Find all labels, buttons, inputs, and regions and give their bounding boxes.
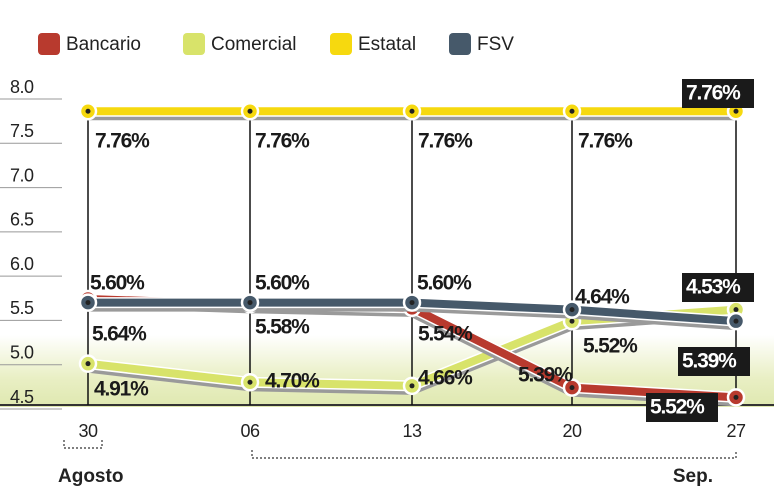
x-tick-label: 06 (240, 421, 260, 441)
y-tick-label: 5.0 (10, 342, 34, 362)
data-label: 7.76% (686, 82, 741, 105)
point-center (569, 307, 575, 313)
legend-label: FSV (477, 34, 514, 55)
data-label: 5.64% (92, 323, 147, 346)
point-center (409, 300, 415, 306)
data-label: 5.58% (255, 316, 310, 339)
point-center (409, 108, 415, 114)
label-box (646, 393, 718, 422)
legend-swatch (183, 33, 205, 55)
data-label: 4.66% (418, 367, 473, 390)
label-box (682, 273, 754, 302)
y-tick-label: 5.5 (10, 298, 34, 318)
point-center (247, 379, 253, 385)
point-center (247, 300, 253, 306)
data-label: 5.39% (518, 364, 573, 387)
point-center (569, 385, 575, 391)
data-label: 5.54% (418, 323, 473, 346)
x-group-label: Agosto (58, 466, 123, 486)
data-label: 5.52% (583, 335, 638, 358)
data-label: 7.76% (578, 130, 633, 153)
point-center (85, 108, 91, 114)
data-label: 4.70% (265, 370, 320, 393)
legend-label: Estatal (358, 34, 416, 55)
data-label: 7.76% (418, 130, 473, 153)
point-center (569, 318, 575, 324)
point-center (569, 108, 575, 114)
data-label: 5.60% (90, 272, 145, 295)
y-tick-label: 8.0 (10, 77, 34, 97)
legend-swatch (449, 33, 471, 55)
point-center (85, 361, 91, 367)
data-label: 4.91% (94, 378, 149, 401)
label-box (678, 347, 750, 376)
x-tick-label: 20 (562, 421, 582, 441)
label-box (682, 79, 754, 108)
data-label: 4.53% (686, 276, 741, 299)
x-tick-label: 27 (726, 421, 746, 441)
data-label: 7.76% (95, 130, 150, 153)
data-label: 5.60% (255, 272, 310, 295)
legend: Bancario Comercial Estatal FSV (38, 33, 514, 55)
x-tick-label: 30 (78, 421, 98, 441)
y-tick-label: 7.0 (10, 165, 34, 185)
point-center (247, 108, 253, 114)
legend-label: Bancario (66, 34, 141, 55)
legend-label: Comercial (211, 34, 297, 55)
data-label: 5.39% (682, 350, 737, 373)
legend-swatch (38, 33, 60, 55)
data-label: 7.76% (255, 130, 310, 153)
y-tick-label: 6.0 (10, 254, 34, 274)
point-center (733, 318, 739, 324)
y-tick-label: 4.5 (10, 387, 34, 407)
x-tick-label: 13 (402, 421, 422, 441)
bracket (63, 440, 103, 449)
point-center (733, 394, 739, 400)
y-tick-label: 7.5 (10, 121, 34, 141)
point-center (85, 300, 91, 306)
data-label: 5.52% (650, 396, 705, 419)
bracket (251, 450, 737, 459)
legend-swatch (330, 33, 352, 55)
point-center (733, 108, 739, 114)
x-group-label: Sep. (673, 466, 713, 486)
data-label: 5.60% (417, 272, 472, 295)
point-center (733, 307, 739, 313)
point-center (409, 383, 415, 389)
data-label: 4.64% (575, 286, 630, 309)
y-tick-label: 6.5 (10, 210, 34, 230)
